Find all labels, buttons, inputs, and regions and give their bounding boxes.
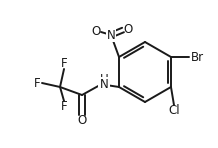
Text: F: F [61, 100, 67, 114]
Text: F: F [61, 57, 67, 70]
Text: N: N [107, 29, 115, 41]
Text: O: O [77, 115, 87, 127]
Text: F: F [34, 77, 40, 90]
Text: H: H [100, 73, 108, 86]
Text: Br: Br [190, 50, 204, 63]
Text: N: N [100, 78, 108, 91]
Text: Cl: Cl [168, 103, 180, 116]
Text: O: O [91, 25, 101, 37]
Text: O: O [123, 22, 133, 36]
